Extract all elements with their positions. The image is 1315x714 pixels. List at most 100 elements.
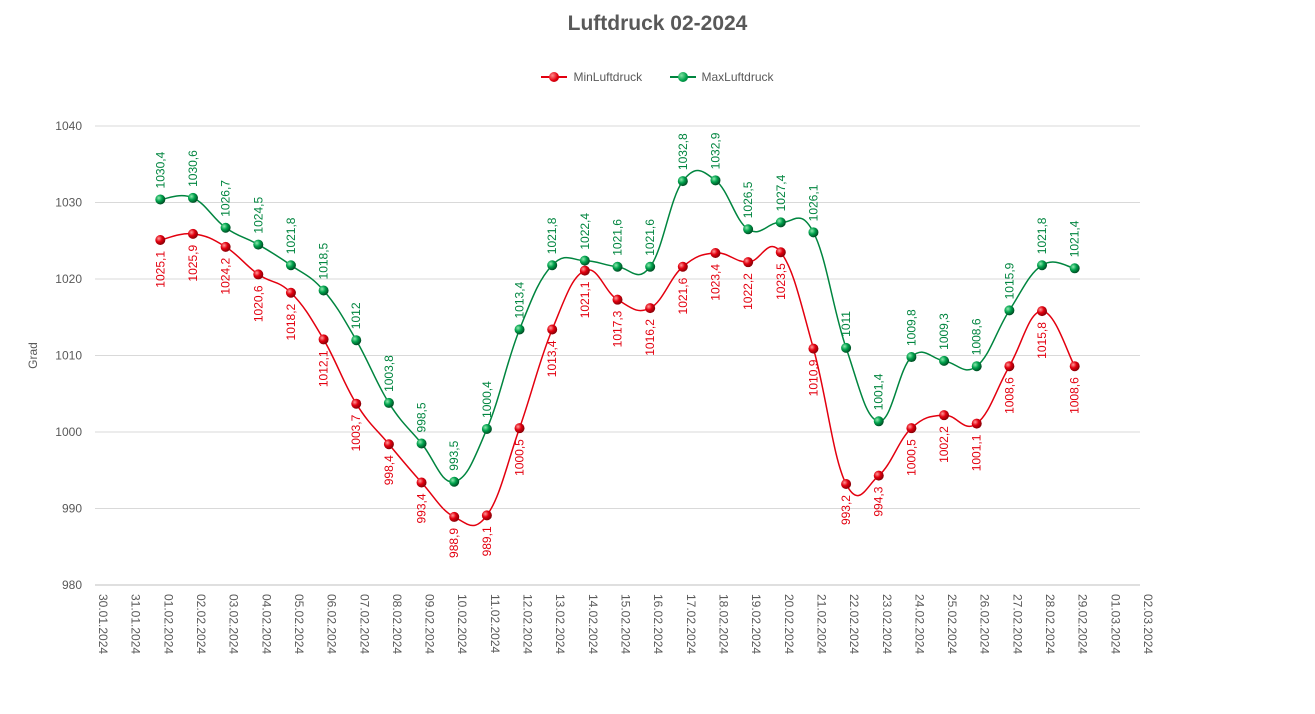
x-tick-label: 14.02.2024 (586, 594, 600, 654)
x-tick-label: 28.02.2024 (1043, 594, 1057, 654)
x-tick-label: 24.02.2024 (912, 594, 926, 654)
data-label-max: 1030,4 (153, 151, 167, 188)
data-point-max (547, 260, 558, 271)
data-point-min (318, 334, 329, 345)
data-label-max: 993,5 (447, 440, 461, 470)
data-label-min: 993,2 (839, 495, 853, 525)
data-label-max: 1001,4 (872, 373, 886, 410)
data-point-max (710, 175, 721, 186)
data-label-min: 989,1 (480, 526, 494, 556)
data-label-max: 1024,5 (251, 197, 265, 234)
data-label-min: 1000,5 (904, 439, 918, 476)
data-point-min (939, 410, 950, 421)
data-label-max: 1021,8 (545, 217, 559, 254)
y-tick-label: 1010 (55, 349, 82, 363)
data-point-max (481, 423, 492, 434)
data-point-max (514, 324, 525, 335)
data-label-max: 1000,4 (480, 381, 494, 418)
data-label-min: 1001,1 (970, 434, 984, 471)
legend-label-max: MaxLuftdruck (701, 70, 774, 84)
x-tick-label: 22.02.2024 (847, 594, 861, 654)
data-point-min (514, 423, 525, 434)
x-tick-label: 05.02.2024 (292, 594, 306, 654)
data-label-min: 1023,4 (708, 264, 722, 301)
data-point-max (808, 227, 819, 238)
x-tick-label: 29.02.2024 (1076, 594, 1090, 654)
data-label-min: 1008,6 (1002, 377, 1016, 414)
data-point-max (579, 255, 590, 266)
data-point-max (1069, 263, 1080, 274)
x-tick-label: 01.03.2024 (1108, 594, 1122, 654)
data-label-min: 1024,2 (219, 258, 233, 295)
data-label-min: 1023,5 (774, 263, 788, 300)
data-label-min: 1025,1 (153, 251, 167, 288)
data-label-min: 1000,5 (513, 439, 527, 476)
data-point-max (318, 285, 329, 296)
data-point-min (187, 228, 198, 239)
x-tick-label: 19.02.2024 (749, 594, 763, 654)
x-tick-label: 02.03.2024 (1141, 594, 1155, 654)
data-label-max: 1022,4 (578, 213, 592, 250)
data-point-min (285, 287, 296, 298)
data-label-min: 1010,9 (806, 359, 820, 396)
data-label-min: 1020,6 (251, 285, 265, 322)
data-point-max (383, 397, 394, 408)
data-label-max: 1003,8 (382, 355, 396, 392)
data-point-min (579, 265, 590, 276)
data-point-min (710, 247, 721, 258)
data-point-max (775, 217, 786, 228)
x-tick-label: 17.02.2024 (684, 594, 698, 654)
x-tick-label: 15.02.2024 (619, 594, 633, 654)
data-label-min: 993,4 (415, 493, 429, 523)
data-label-max: 1011 (839, 311, 853, 337)
data-label-min: 1025,9 (186, 245, 200, 282)
data-label-max: 1021,6 (611, 219, 625, 256)
data-point-min (808, 343, 819, 354)
data-label-max: 1009,8 (904, 309, 918, 346)
x-tick-label: 23.02.2024 (880, 594, 894, 654)
data-point-max (841, 342, 852, 353)
data-label-min: 1002,2 (937, 426, 951, 463)
x-tick-label: 21.02.2024 (814, 594, 828, 654)
data-point-min (743, 257, 754, 268)
data-label-max: 1013,4 (513, 281, 527, 318)
data-label-min: 1015,8 (1035, 322, 1049, 359)
data-point-max (939, 355, 950, 366)
data-label-max: 1021,4 (1068, 220, 1082, 257)
data-point-min (220, 241, 231, 252)
data-point-max (1037, 260, 1048, 271)
data-point-max (253, 239, 264, 250)
data-point-min (612, 294, 623, 305)
y-axis-title: Grad (26, 342, 40, 369)
data-label-max: 1008,6 (970, 318, 984, 355)
x-tick-label: 30.01.2024 (96, 594, 110, 654)
legend-marker-min (541, 71, 568, 83)
data-point-max (677, 176, 688, 187)
x-tick-label: 11.02.2024 (488, 594, 502, 653)
data-label-max: 1032,8 (676, 133, 690, 170)
data-label-min: 1013,4 (545, 340, 559, 377)
data-label-min: 998,4 (382, 455, 396, 485)
data-label-max: 1026,5 (741, 181, 755, 218)
x-tick-label: 06.02.2024 (325, 594, 339, 654)
data-point-max (285, 260, 296, 271)
data-label-max: 1021,8 (284, 217, 298, 254)
data-label-min: 1008,6 (1068, 377, 1082, 414)
data-label-max: 1012 (349, 302, 363, 329)
x-tick-label: 02.02.2024 (194, 594, 208, 654)
legend-item-max: MaxLuftdruck (669, 70, 774, 84)
legend-marker-max (669, 71, 696, 83)
x-tick-label: 31.01.2024 (129, 594, 143, 654)
x-tick-label: 04.02.2024 (259, 594, 273, 654)
legend-item-min: MinLuftdruck (541, 70, 642, 84)
x-tick-label: 13.02.2024 (553, 594, 567, 654)
data-label-min: 1021,6 (676, 277, 690, 314)
data-label-max: 1009,3 (937, 313, 951, 350)
data-label-max: 1026,7 (219, 180, 233, 217)
x-tick-label: 07.02.2024 (357, 594, 371, 654)
data-point-min (873, 470, 884, 481)
chart-title: Luftdruck 02-2024 (567, 12, 748, 35)
x-tick-label: 16.02.2024 (651, 594, 665, 654)
data-label-max: 1018,5 (317, 242, 331, 279)
